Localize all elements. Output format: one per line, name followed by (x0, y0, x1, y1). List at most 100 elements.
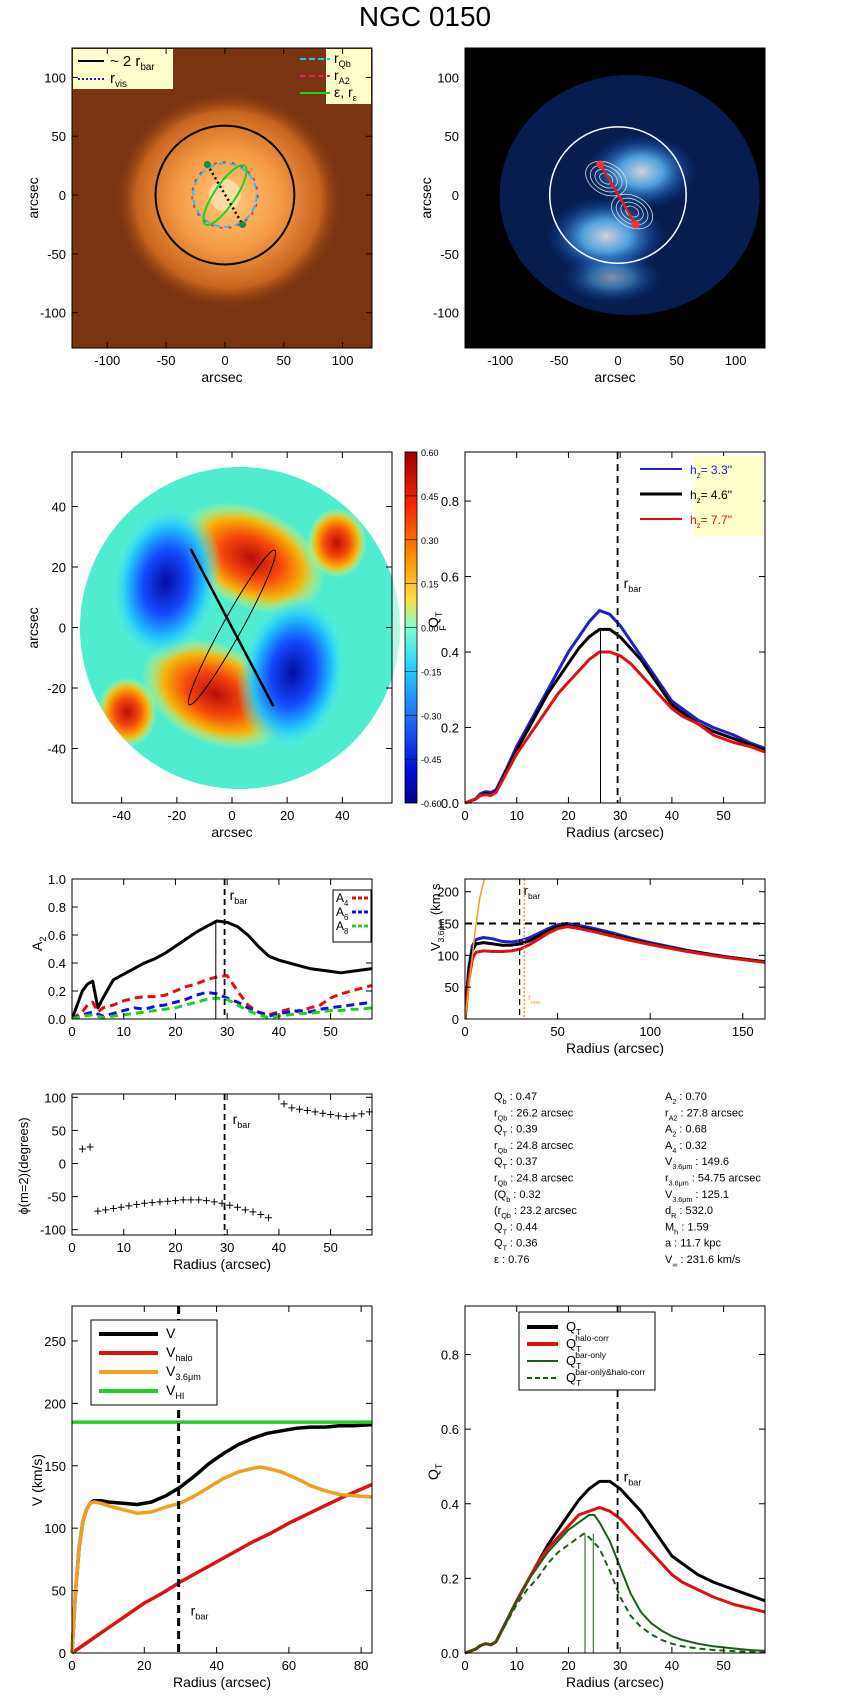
x-tick-label: 20 (168, 1024, 182, 1039)
table-param-right: Mh : 1.59 (665, 1221, 709, 1236)
phase-point (257, 1210, 265, 1218)
y-tick-label: -50 (440, 247, 459, 262)
x-tick-label: 100 (332, 353, 354, 368)
phase-point (218, 1199, 226, 1207)
phase-point (78, 1145, 86, 1153)
rbar-label: rbar (233, 1111, 251, 1130)
phase-point (156, 1198, 164, 1206)
y-tick-label: -100 (40, 306, 66, 321)
x-tick-label: 40 (209, 1658, 223, 1673)
x-tick-label: 40 (665, 1658, 679, 1673)
phase-point (125, 1202, 133, 1210)
phase-point (327, 1111, 335, 1119)
rvis-line (206, 163, 244, 226)
x-axis-label: Radius (arcsec) (566, 824, 664, 840)
rmax-label: rmax (528, 993, 541, 1006)
x-tick-label: 20 (168, 1240, 182, 1255)
bar-axis-line (189, 548, 275, 707)
x-tick-label: 0 (68, 1658, 75, 1673)
y-axis-label: ϕ(m=2)(degrees) (16, 1117, 31, 1214)
y-tick-label: -50 (47, 247, 66, 262)
legend-entry: V (166, 1325, 176, 1341)
x-tick-label: 100 (725, 353, 747, 368)
colorbar-tick-label: -0.60 (421, 799, 442, 809)
x-axis-label: Radius (arcsec) (566, 1040, 664, 1056)
table-param-left: QT : 0.37 (494, 1156, 538, 1171)
legend-box-left (73, 49, 173, 89)
x-axis-label: arcsec (594, 369, 635, 385)
plot-area (72, 919, 372, 1019)
y-axis-label: arcsec (418, 177, 434, 218)
circle-2rbar (154, 124, 296, 266)
y-axis-label: V (km/s) (29, 1454, 45, 1506)
table-param-right: V3.6μm : 149.6 (665, 1156, 729, 1171)
y-tick-label: 0 (59, 621, 66, 636)
x-tick-label: 0 (614, 353, 621, 368)
rbar-label: rbar (524, 883, 541, 901)
heatmap-area (80, 467, 400, 789)
heatmap-lobe (306, 507, 367, 578)
y-tick-label: 100 (44, 70, 66, 85)
colorbar-tick-label: -0.45 (421, 755, 442, 765)
panel-velocity-components: rbar 0 20 40 60 80 0 50 100 150 200 250 Radius (arcs… (29, 1305, 373, 1690)
x-tick-label: 10 (509, 1658, 523, 1673)
circle-rqb (192, 162, 258, 228)
x-tick-label: -100 (487, 353, 513, 368)
y-tick-label: 0.6 (441, 570, 459, 585)
amplitude-series-A4 (72, 974, 372, 1019)
table-param-left: QT : 0.44 (494, 1221, 538, 1236)
contour-line (589, 164, 623, 193)
x-tick-label: 10 (509, 808, 523, 823)
x-tick-label: -40 (112, 808, 131, 823)
table-param-right: r3.6μm : 54.75 arcsec (665, 1173, 761, 1188)
phase-point (109, 1205, 117, 1213)
plot-frame (464, 1305, 766, 1654)
y-tick-label: 50 (445, 129, 459, 144)
phase-point (288, 1104, 296, 1112)
legend-entry: A8 (336, 919, 348, 936)
rbar-label: rbar (191, 1603, 209, 1622)
x-tick-label: 30 (220, 1240, 234, 1255)
phase-point (280, 1100, 288, 1108)
phase-point (133, 1201, 141, 1209)
y-tick-label: 0.0 (441, 796, 459, 811)
bar-ellipse (187, 549, 277, 706)
bar-end-marker (596, 160, 605, 169)
phase-point (342, 1113, 350, 1121)
qt-series-7.7'' (464, 650, 766, 805)
plot-frame (71, 1305, 373, 1654)
y-tick-label: 50 (52, 1123, 66, 1138)
panel-fourier-amplitudes: rbar 0 10 20 30 40 50 0.0 0.2 0.4 0.6 0.8 1.0 A2 A4A6A… (29, 872, 373, 1039)
table-param-right: a : 11.7 kpc (665, 1238, 722, 1250)
legend-entry: VHI (166, 1382, 184, 1401)
y-tick-label: 0 (452, 1012, 459, 1027)
x-tick-label: 50 (716, 1658, 730, 1673)
velocity-series-V_halo (71, 1482, 373, 1655)
legend-entry-2rbar: ~ 2 rbar (110, 53, 155, 73)
y-tick-label: 0 (59, 1646, 66, 1661)
heatmap-lobe (97, 677, 158, 748)
legend-entry: QThalo-corr (566, 1333, 609, 1354)
heatmap-lobe (109, 502, 222, 662)
x-tick-label: 50 (323, 1240, 337, 1255)
phase-point (94, 1207, 102, 1215)
legend-entry-rqb: rQb (334, 50, 351, 69)
x-tick-label: 40 (665, 808, 679, 823)
x-axis-label: arcsec (201, 369, 242, 385)
y-tick-label: 0.4 (48, 956, 66, 971)
legend-entry: A4 (336, 891, 349, 908)
phase-point (234, 1203, 242, 1211)
legend-entry-ra2: rA2 (334, 67, 350, 86)
y-tick-label: 0.4 (441, 1497, 459, 1512)
table-param-left: rQb : 24.8 arcsec (494, 1140, 574, 1155)
y-tick-label: 0.6 (48, 928, 66, 943)
legend-box (694, 456, 763, 536)
phase-point (140, 1199, 148, 1207)
table-param-left: QT : 0.36 (494, 1238, 538, 1253)
y-tick-label: 50 (52, 129, 66, 144)
legend-entry: hz= 7.7'' (690, 513, 732, 530)
plot-frame (464, 878, 766, 1020)
legend-entry: A6 (336, 905, 348, 922)
table-param-right: A2 : 0.68 (665, 1124, 707, 1139)
